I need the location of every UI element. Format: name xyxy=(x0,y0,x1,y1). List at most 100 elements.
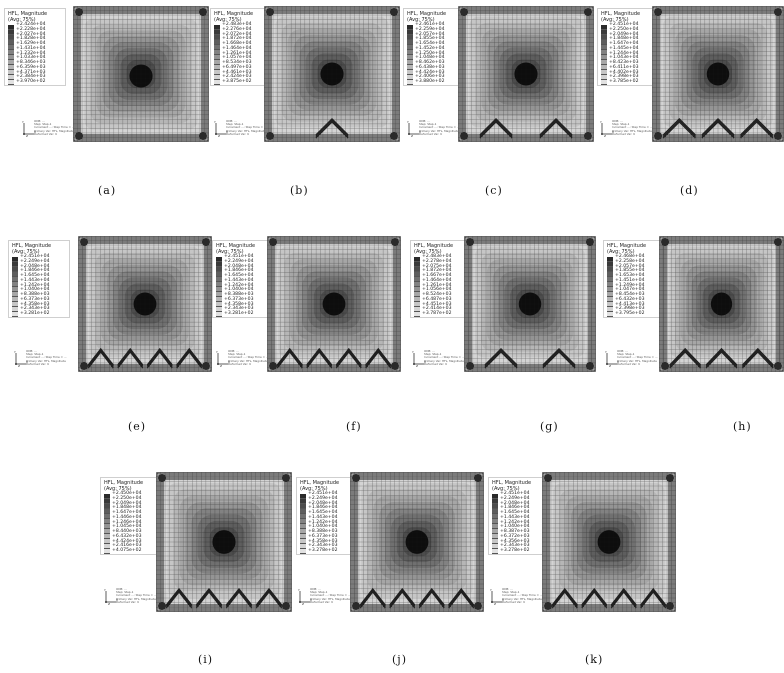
corner-spot xyxy=(282,602,290,610)
bump-chevron xyxy=(484,351,518,369)
legend-value: +2.468e+04 xyxy=(615,254,645,259)
bump-chevron xyxy=(195,589,223,607)
legend-swatch xyxy=(216,262,222,267)
legend-swatch xyxy=(8,35,14,40)
legend-swatch xyxy=(300,534,306,539)
legend-swatch xyxy=(607,262,613,267)
legend-swatch xyxy=(8,60,14,65)
legend-swatch xyxy=(12,307,18,312)
bump-chevron xyxy=(448,589,475,607)
bump-chevron xyxy=(389,589,416,607)
legend-swatch xyxy=(300,509,306,514)
bump-chevron xyxy=(365,351,392,369)
legend-value: +1.872e+04 xyxy=(422,268,452,274)
legend-swatch xyxy=(300,499,306,504)
corner-spot xyxy=(474,602,482,610)
legend-color-bar xyxy=(8,25,14,85)
bump-chevron xyxy=(389,591,416,609)
legend-swatch xyxy=(216,272,222,277)
bump-chevron xyxy=(276,347,303,366)
bump-chevron xyxy=(359,587,386,606)
legend-swatch xyxy=(104,534,110,539)
legend-title: HFL, Magnitude xyxy=(216,243,256,249)
legend-swatch xyxy=(214,35,220,40)
legend-swatch xyxy=(601,55,607,60)
corner-spot xyxy=(158,602,166,610)
legend-value: +1.445e+04 xyxy=(609,45,639,51)
legend-swatch xyxy=(601,70,607,75)
corner-spot xyxy=(661,362,669,370)
legend-value: +1.452e+04 xyxy=(415,45,445,51)
legend-swatch xyxy=(104,494,110,499)
legend-swatch xyxy=(214,65,220,70)
legend-value: +6.372e+03 xyxy=(500,533,530,539)
legend-swatch xyxy=(492,494,498,499)
triad-x-label: X xyxy=(612,130,614,134)
legend-swatch xyxy=(407,40,413,45)
legend-value: +2.450e+04 xyxy=(112,491,142,496)
legend-swatch xyxy=(601,30,607,35)
mesh-grid xyxy=(78,236,212,372)
bump-chevron xyxy=(742,351,774,369)
legend-value: +2.228e+04 xyxy=(16,26,46,32)
legend-value: +6.438e+03 xyxy=(415,64,445,70)
legend-swatch xyxy=(12,287,18,292)
corner-spot xyxy=(391,238,399,246)
legend-swatch xyxy=(214,25,220,30)
legend-swatch xyxy=(300,514,306,519)
legend-swatch xyxy=(492,519,498,524)
bottom-bumps xyxy=(669,347,774,369)
contour-plot xyxy=(464,236,596,372)
legend-value: +1.057e+04 xyxy=(222,55,252,61)
contour-plot xyxy=(78,236,212,372)
contour-plot xyxy=(267,236,401,372)
bump-chevron xyxy=(255,589,283,607)
bump-chevron xyxy=(335,349,362,367)
legend-value: +6.359e+03 xyxy=(16,64,46,70)
contour-svg xyxy=(542,472,676,612)
corner-spot xyxy=(666,474,674,482)
triad-z-label: Z xyxy=(220,364,222,368)
legend-swatch xyxy=(492,504,498,509)
legend-value: +6.373e+03 xyxy=(308,533,338,539)
legend-swatch xyxy=(216,302,222,307)
legend-value: +1.855e+04 xyxy=(615,268,645,274)
legend-value: +2.249e+04 xyxy=(500,495,530,501)
legend-value: +1.261e+04 xyxy=(222,50,252,56)
legend-swatch xyxy=(104,544,110,549)
bump-chevron xyxy=(551,591,578,609)
legend-values: +2.451e+04 +2.249e+04 +2.048e+04 +1.846e+04… xyxy=(20,254,50,317)
legend-swatch xyxy=(601,60,607,65)
legend-swatch xyxy=(407,35,413,40)
legend-color-bar xyxy=(216,257,222,317)
legend-value: +2.072e+04 xyxy=(222,31,252,37)
bump-chevron xyxy=(542,349,576,367)
panel-caption: (b) xyxy=(290,184,309,197)
legend-swatch xyxy=(214,80,220,85)
legend-swatch xyxy=(414,282,420,287)
legend-swatch xyxy=(601,35,607,40)
bump-chevron xyxy=(701,117,735,136)
legend-swatch xyxy=(104,529,110,534)
legend-value: +1.451e+04 xyxy=(615,277,645,283)
legend-value: +8.462e+03 xyxy=(415,60,445,65)
legend-swatch xyxy=(300,494,306,499)
triad-z-label: Z xyxy=(604,134,606,138)
legend-value: +3.785e+02 xyxy=(609,79,639,84)
bump-chevron xyxy=(335,351,362,369)
bump-chevron xyxy=(315,121,349,139)
legend-box: HFL, Magnitude (Avg: 75%) +2.461e+04 +2.259… xyxy=(403,8,465,86)
legend-value: +1.242e+04 xyxy=(500,519,530,525)
legend-values: +2.450e+04 +2.250e+04 +2.049e+04 +1.848e+04… xyxy=(112,491,142,554)
legend-box: HFL, Magnitude (Avg: 75%) +2.424e+04 +2.228… xyxy=(4,8,66,86)
bottom-bumps xyxy=(87,347,203,369)
bump-chevron xyxy=(87,351,114,369)
legend-box: HFL, Magnitude (Avg: 75%) +2.451e+04 +2.250… xyxy=(597,8,659,86)
bump-chevron xyxy=(662,119,696,137)
bump-chevron xyxy=(610,591,637,609)
corner-spot xyxy=(460,132,468,140)
legend-swatch xyxy=(407,50,413,55)
legend-value: +1.040e+04 xyxy=(308,524,338,530)
triad-y-label: Y xyxy=(298,588,300,592)
legend-avg: (Avg: 75%) xyxy=(492,486,520,492)
